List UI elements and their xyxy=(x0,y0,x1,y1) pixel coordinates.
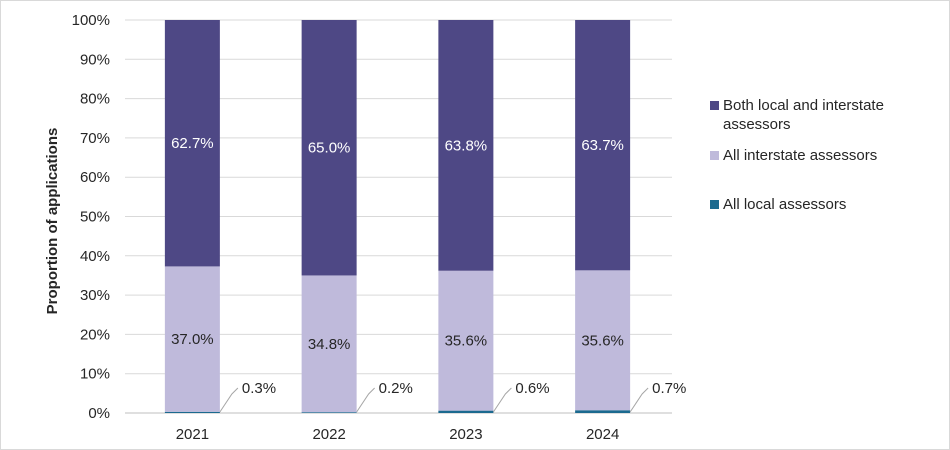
data-label: 34.8% xyxy=(308,336,351,353)
data-label: 35.6% xyxy=(445,333,488,350)
x-tick-label: 2022 xyxy=(312,426,345,443)
y-tick-label: 60% xyxy=(80,169,110,186)
y-tick-label: 100% xyxy=(72,12,110,29)
bar-segment xyxy=(438,270,494,411)
y-tick-label: 10% xyxy=(80,366,110,383)
y-axis-ticks: 0% 10% 20% 30% 40% 50% 60% 70% 80% 90% 100% xyxy=(72,12,110,422)
bar-segment xyxy=(301,20,357,276)
data-label: 63.8% xyxy=(445,137,488,154)
bar-segment xyxy=(301,275,357,413)
x-tick-label: 2021 xyxy=(176,426,209,443)
y-tick-label: 0% xyxy=(88,405,110,422)
y-tick-label: 90% xyxy=(80,51,110,68)
y-tick-label: 40% xyxy=(80,248,110,265)
bar-segment xyxy=(301,412,357,413)
data-label: 37.0% xyxy=(171,331,214,348)
y-tick-label: 80% xyxy=(80,91,110,108)
legend-swatch xyxy=(710,151,719,160)
y-tick-label: 30% xyxy=(80,287,110,304)
x-tick-label: 2024 xyxy=(586,426,619,443)
x-axis-ticks: 2021 2022 2023 2024 xyxy=(176,426,620,443)
y-axis-label: Proportion of applications xyxy=(44,128,61,315)
bar-segment xyxy=(164,411,220,413)
bars: 0.3% 37.0% 62.7% 0.2% 34.8% 65.0% 0.6% 35.6% 63.… xyxy=(164,20,686,413)
data-label: 35.6% xyxy=(581,332,624,349)
y-tick-label: 50% xyxy=(80,209,110,226)
bar-segment xyxy=(164,20,220,267)
data-label: 0.2% xyxy=(379,380,413,397)
bar-segment xyxy=(575,20,631,271)
legend-swatch xyxy=(710,200,719,209)
data-label: 0.6% xyxy=(515,380,549,397)
legend-label: All interstate assessors xyxy=(723,147,877,164)
y-tick-label: 20% xyxy=(80,326,110,343)
bar-segment xyxy=(575,270,631,411)
x-tick-label: 2023 xyxy=(449,426,482,443)
y-tick-label: 70% xyxy=(80,130,110,147)
bar-segment xyxy=(164,266,220,412)
legend-label: Both local and interstate xyxy=(723,97,884,114)
bar-segment xyxy=(575,410,631,413)
data-label: 63.7% xyxy=(581,137,624,154)
leader-line xyxy=(356,387,375,413)
leader-line xyxy=(219,387,239,413)
data-label: 0.3% xyxy=(242,380,276,397)
legend-swatch xyxy=(710,101,719,110)
data-label: 65.0% xyxy=(308,140,351,157)
bar-segment xyxy=(438,20,494,271)
legend-label: All local assessors xyxy=(723,196,846,213)
leader-line xyxy=(492,387,512,413)
data-label: 62.7% xyxy=(171,135,214,152)
data-label: 0.7% xyxy=(652,380,686,397)
legend-label: assessors xyxy=(723,116,791,133)
bar-segment xyxy=(438,410,494,413)
leader-line xyxy=(629,387,649,413)
legend: Both local and interstate assessors All in… xyxy=(710,97,884,213)
